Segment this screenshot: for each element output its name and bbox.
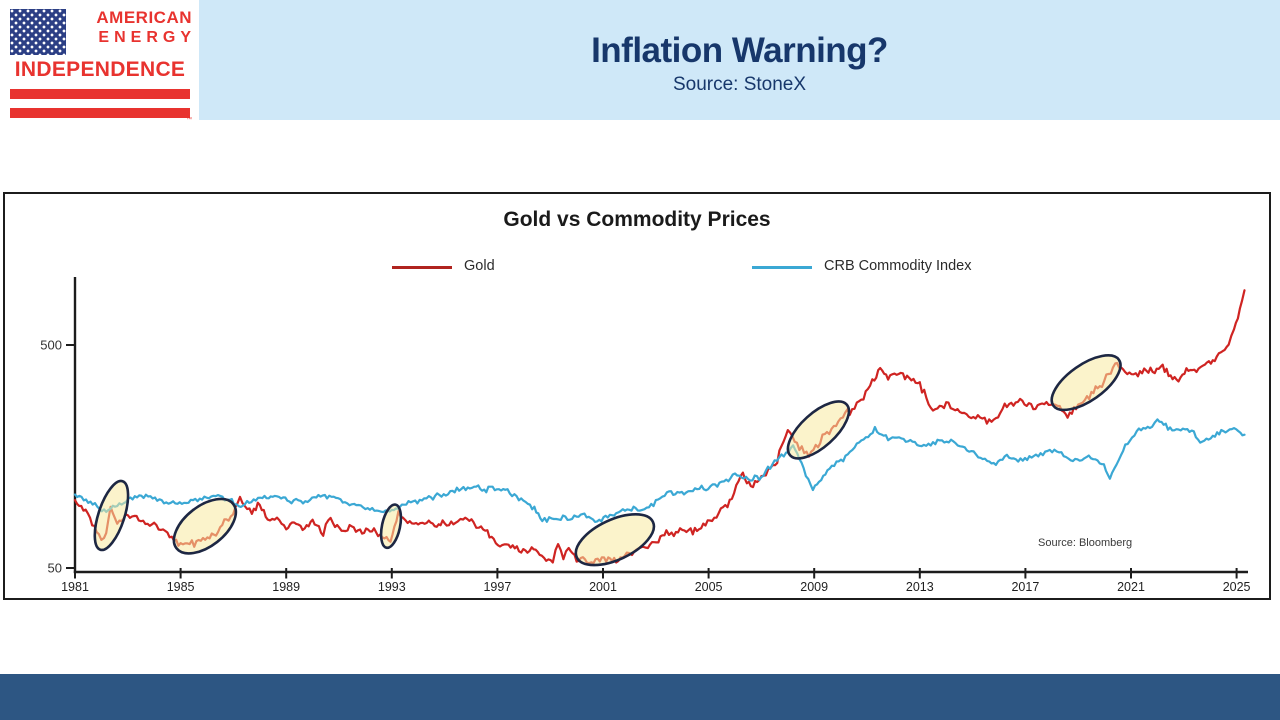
x-tick-label: 2021 [1117,580,1145,594]
chart-title: Gold vs Commodity Prices [503,208,771,231]
legend-label-crb: CRB Commodity Index [824,258,972,274]
y-tick-label: 50 [48,561,62,576]
x-tick-label: 1981 [61,580,89,594]
trademark-symbol: ™ [186,117,192,123]
x-tick-label: 2013 [906,580,934,594]
legend-line-crb [752,266,812,269]
logo-word-independence: INDEPENDENCE [14,58,186,81]
flag-stripe [10,89,190,99]
legend-line-gold [392,266,452,269]
series-line-crb-commodity-index [73,418,1246,523]
highlight-ellipse [93,479,130,552]
x-tick-label: 1985 [167,580,195,594]
header-band: Inflation Warning? Source: StoneX [199,0,1280,120]
x-tick-label: 2017 [1011,580,1039,594]
highlight-ellipse [172,497,238,555]
highlight-ellipse [379,503,403,550]
logo-word-american: AMERICAN [96,8,192,27]
flag-stars-icon [10,9,66,55]
chart-canvas: 1981 1985 1989 1993 1997 2001 2005 2009 2013 2017… [40,277,1251,594]
chart-source-note: Source: Bloomberg [1038,537,1133,549]
x-tick-label: 1989 [272,580,300,594]
x-tick-label: 1997 [483,580,511,594]
highlight-ellipse [1050,354,1122,412]
x-tick-label: 2025 [1223,580,1251,594]
page-subtitle: Source: StoneX [672,74,807,96]
american-energy-independence-logo: AMERICAN ENERGY INDEPENDENCE ™ [8,5,192,123]
x-tick-label: 2001 [589,580,617,594]
footer-bar [0,674,1280,720]
chart-panel: 1981 1985 1989 1993 1997 2001 2005 2009 2013 2017… [3,192,1271,600]
flag-stripe [10,108,190,118]
x-tick-label: 1993 [378,580,406,594]
page-title: Inflation Warning? [591,30,888,70]
x-tick-label: 2005 [695,580,723,594]
highlight-ellipse [574,512,656,567]
x-tick-label: 2009 [800,580,828,594]
y-tick-label: 500 [40,338,62,353]
logo-word-energy: ENERGY [98,28,196,46]
highlight-ellipse [786,400,851,460]
series-line-gold [73,289,1246,565]
legend-label-gold: Gold [464,258,495,274]
